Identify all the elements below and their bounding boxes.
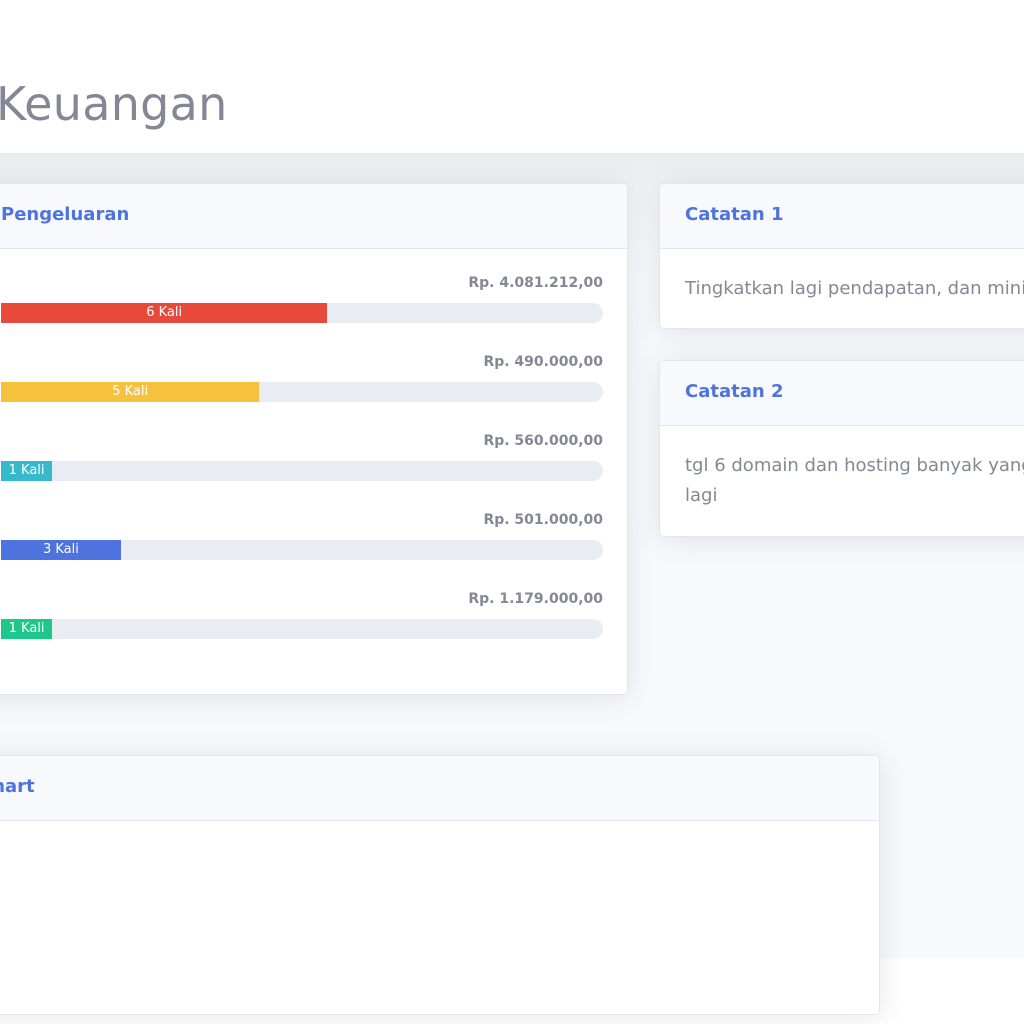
page-header: Keuangan xyxy=(0,0,1024,153)
expense-card-title: Pengeluaran xyxy=(1,204,130,225)
expense-card: Pengeluaran Rp. 4.081.212,00 6 Kali Rp. … xyxy=(0,183,628,695)
chart-card-header: Chart xyxy=(0,756,879,821)
expense-progress-track: 1 Kali xyxy=(1,461,603,481)
page-title: Keuangan xyxy=(0,77,228,131)
expense-progress-bar: 3 Kali xyxy=(1,540,121,560)
expense-amount: Rp. 4.081.212,00 xyxy=(468,275,603,291)
expense-progress-track: 1 Kali xyxy=(1,619,603,639)
expense-progress-track: 3 Kali xyxy=(1,540,603,560)
expense-row: Rp. 1.179.000,00 1 Kali xyxy=(1,590,603,640)
expense-progress-bar: 1 Kali xyxy=(1,461,53,481)
expense-row: Rp. 560.000,00 1 Kali xyxy=(1,432,603,482)
note-card-2-text-line2: lagi xyxy=(685,485,718,506)
chart-card: Chart xyxy=(0,755,880,1015)
expense-row: Rp. 501.000,00 3 Kali xyxy=(1,511,603,561)
expense-list: Rp. 4.081.212,00 6 Kali Rp. 490.000,00 5… xyxy=(1,274,603,674)
expense-amount: Rp. 560.000,00 xyxy=(483,433,603,449)
note-card-1-title: Catatan 1 xyxy=(685,204,784,225)
expense-amount: Rp. 1.179.000,00 xyxy=(468,591,603,607)
content-area: Pengeluaran Rp. 4.081.212,00 6 Kali Rp. … xyxy=(0,153,1024,1015)
expense-progress-track: 5 Kali xyxy=(1,382,603,402)
expense-progress-bar: 1 Kali xyxy=(1,619,53,639)
chart-area xyxy=(0,821,879,1014)
note-card-2: Catatan 2 tgl 6 domain dan hosting banya… xyxy=(659,360,1024,537)
note-card-1-text: Tingkatkan lagi pendapatan, dan minimalk… xyxy=(685,278,1024,299)
note-card-2-header: Catatan 2 xyxy=(660,361,1024,426)
expense-card-header: Pengeluaran xyxy=(0,184,627,249)
expense-row: Rp. 490.000,00 5 Kali xyxy=(1,353,603,403)
expense-amount: Rp. 490.000,00 xyxy=(483,354,603,370)
note-card-2-title: Catatan 2 xyxy=(685,381,784,402)
expense-progress-bar: 6 Kali xyxy=(1,303,328,323)
expense-progress-track: 6 Kali xyxy=(1,303,603,323)
note-card-2-text-line1: tgl 6 domain dan hosting banyak yang har… xyxy=(685,455,1024,476)
note-card-1-header: Catatan 1 xyxy=(660,184,1024,249)
chart-card-title: Chart xyxy=(0,776,35,797)
expense-amount: Rp. 501.000,00 xyxy=(483,512,603,528)
expense-progress-bar: 5 Kali xyxy=(1,382,260,402)
note-card-1: Catatan 1 Tingkatkan lagi pendapatan, da… xyxy=(659,183,1024,329)
expense-row: Rp. 4.081.212,00 6 Kali xyxy=(1,274,603,324)
